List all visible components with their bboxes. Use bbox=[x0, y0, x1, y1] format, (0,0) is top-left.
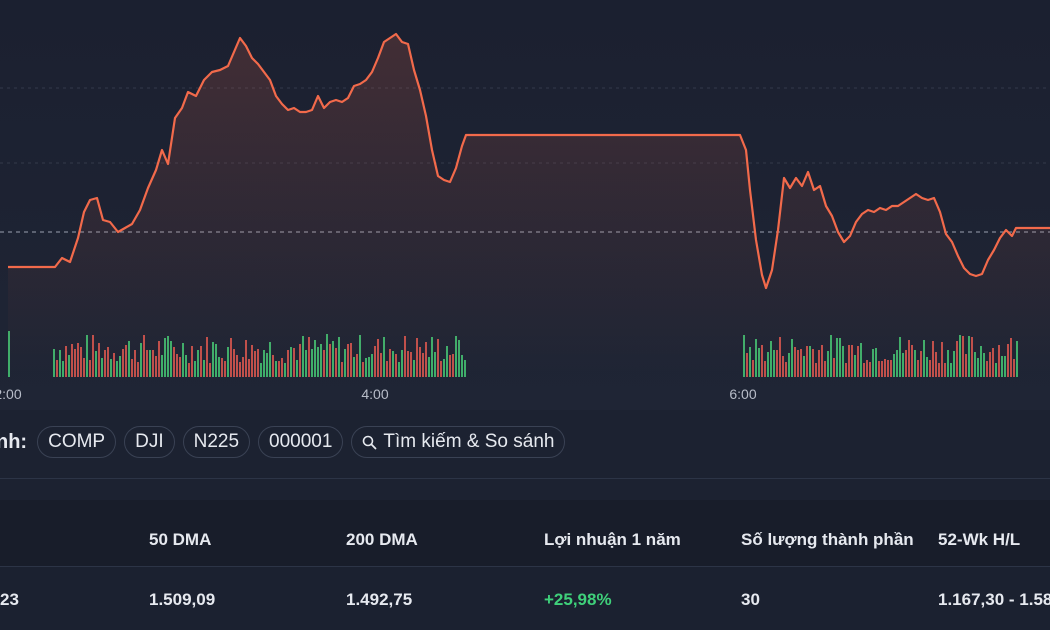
x-tick-label: 4:00 bbox=[361, 386, 389, 402]
stats-value-200dma: 1.492,75 bbox=[346, 590, 413, 609]
price-area bbox=[8, 34, 1050, 375]
stats-header-200dma: 200 DMA bbox=[346, 530, 418, 549]
compare-chip-000001[interactable]: 000001 bbox=[258, 426, 344, 458]
divider bbox=[0, 478, 1050, 479]
intraday-chart-svg bbox=[0, 32, 1050, 377]
stats-header-row bbox=[0, 500, 1050, 566]
x-tick-label: 2:00 bbox=[0, 386, 22, 402]
compare-label: nh: bbox=[0, 430, 28, 453]
stats-value-row bbox=[0, 567, 1050, 630]
stats-header-52wk: 52-Wk H/L bbox=[938, 530, 1021, 549]
stats-value-components: 30 bbox=[741, 590, 760, 609]
search-compare-button[interactable]: Tìm kiếm & So sánh bbox=[351, 426, 566, 458]
stats-value-cell: 23 bbox=[0, 590, 19, 609]
stats-value-1y-return: +25,98% bbox=[544, 590, 612, 609]
x-tick-label: 6:00 bbox=[729, 386, 757, 402]
compare-chip-dji[interactable]: DJI bbox=[124, 426, 175, 458]
search-icon bbox=[362, 435, 377, 450]
search-compare-label: Tìm kiếm & So sánh bbox=[383, 431, 555, 452]
divider bbox=[0, 566, 1050, 567]
stats-header-50dma: 50 DMA bbox=[149, 530, 212, 549]
compare-bar: nh: COMP DJI N225 000001 Tìm kiếm & So s… bbox=[0, 424, 566, 460]
price-line bbox=[8, 32, 1050, 290]
compare-chip-n225[interactable]: N225 bbox=[182, 426, 251, 458]
stats-header-1y-return: Lợi nhuận 1 năm bbox=[544, 530, 681, 549]
stats-value-52wk: 1.167,30 - 1.58 bbox=[938, 590, 1050, 609]
intraday-chart[interactable]: 2:00 4:00 6:00 bbox=[0, 0, 1050, 410]
compare-chip-comp[interactable]: COMP bbox=[37, 426, 117, 458]
stats-value-50dma: 1.509,09 bbox=[149, 590, 216, 609]
stats-header-components: Số lượng thành phần bbox=[741, 530, 914, 549]
